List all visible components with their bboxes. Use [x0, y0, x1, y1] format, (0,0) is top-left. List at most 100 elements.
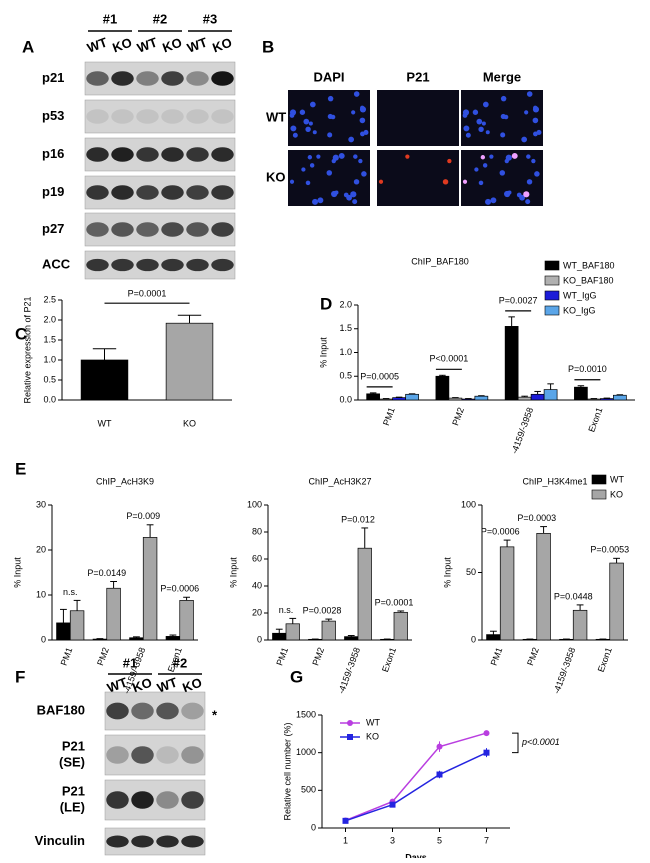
blot-row-label: (SE)	[59, 754, 85, 769]
cell	[524, 110, 529, 115]
cell	[511, 152, 518, 159]
lane-label: KO	[130, 675, 153, 696]
cell	[485, 198, 492, 205]
cell	[523, 191, 530, 198]
annotation: n.s.	[63, 587, 78, 597]
blot-band	[161, 185, 184, 200]
y-tick-label: 100	[247, 499, 262, 509]
cell	[533, 131, 538, 137]
lane-label: WT	[185, 34, 209, 55]
lane-label: KO	[110, 35, 133, 56]
x-tick-label: Exon1	[380, 646, 398, 673]
row-label: KO	[266, 169, 286, 184]
cell	[462, 109, 470, 116]
x-tick-label: PM1	[59, 646, 75, 667]
annotation: P=0.0006	[160, 584, 199, 594]
blot-band	[106, 746, 129, 764]
bar	[379, 398, 393, 401]
cell	[481, 121, 486, 126]
blot-band	[111, 258, 134, 272]
cell	[331, 190, 338, 198]
x-tick-label: PM2	[450, 406, 466, 427]
cell	[332, 154, 339, 161]
blot-band	[186, 147, 209, 162]
blot-band	[161, 109, 184, 124]
legend-label: KO_BAF180	[563, 275, 614, 285]
lane-label: KO	[180, 675, 203, 696]
blot-band	[111, 109, 134, 124]
cell	[305, 126, 311, 133]
cell	[292, 132, 298, 138]
blot-row-label: P21	[62, 783, 85, 798]
cell	[326, 170, 333, 176]
cell	[442, 179, 449, 185]
cell	[346, 194, 352, 201]
blot-row-label: P21	[62, 738, 85, 753]
cell	[472, 109, 479, 115]
y-tick-label: 1.5	[339, 323, 352, 333]
cell	[521, 136, 528, 143]
bar	[69, 610, 85, 641]
lane-label: WT	[155, 674, 179, 695]
blot-strip	[84, 137, 236, 172]
annotation: P=0.012	[341, 514, 375, 524]
point	[436, 743, 443, 750]
x-tick-label: Exon1	[596, 646, 614, 673]
cell	[353, 179, 360, 185]
blot-band	[161, 71, 184, 86]
y-tick-label: 1.0	[339, 347, 352, 357]
lane-label: WT	[135, 34, 159, 55]
blot-band	[86, 185, 109, 200]
annotation: P=0.0028	[303, 605, 342, 615]
blot-band	[211, 185, 234, 200]
legend-label: WT_IgG	[563, 290, 597, 300]
cell	[505, 154, 512, 161]
series-line	[345, 732, 487, 822]
bar	[536, 532, 551, 641]
micrograph	[377, 90, 459, 146]
panel-label: C	[15, 324, 27, 343]
annotation: n.s.	[279, 605, 294, 615]
blot-band	[186, 185, 209, 200]
blot-band	[111, 147, 134, 162]
row-label: WT	[266, 109, 286, 124]
micrograph	[288, 150, 370, 206]
bar	[486, 634, 501, 641]
legend-swatch	[544, 260, 560, 271]
chart-title: ChIP_BAF180	[411, 256, 469, 266]
blot-band	[111, 71, 134, 86]
y-axis-label: % Input	[12, 557, 22, 588]
cell	[353, 91, 360, 97]
cell	[305, 180, 311, 186]
cell	[526, 154, 531, 159]
cell	[361, 171, 367, 177]
y-tick-label: 40	[252, 580, 262, 590]
cell	[482, 163, 488, 168]
cell	[289, 179, 295, 184]
bar	[474, 395, 489, 401]
blot-band	[86, 147, 109, 162]
blot-row-label: ACC	[42, 256, 71, 271]
blot-band	[106, 835, 129, 848]
cell	[531, 158, 536, 164]
cell	[478, 180, 484, 186]
blot-band	[186, 109, 209, 124]
blot-band	[86, 222, 109, 237]
legend-label: KO_IgG	[563, 305, 596, 315]
y-tick-label: 10	[36, 589, 46, 599]
cell	[378, 179, 384, 184]
legend-label: KO	[610, 489, 623, 499]
cell	[476, 118, 483, 125]
bar	[461, 398, 476, 401]
cell	[350, 191, 357, 198]
y-tick-label: 1000	[296, 747, 316, 757]
cell	[358, 158, 363, 164]
blot-band	[161, 147, 184, 162]
micrograph	[377, 150, 459, 206]
bar	[56, 622, 71, 641]
legend-label: WT	[366, 717, 380, 727]
blot-band	[86, 258, 109, 272]
cell	[478, 126, 484, 133]
bar	[405, 393, 419, 401]
